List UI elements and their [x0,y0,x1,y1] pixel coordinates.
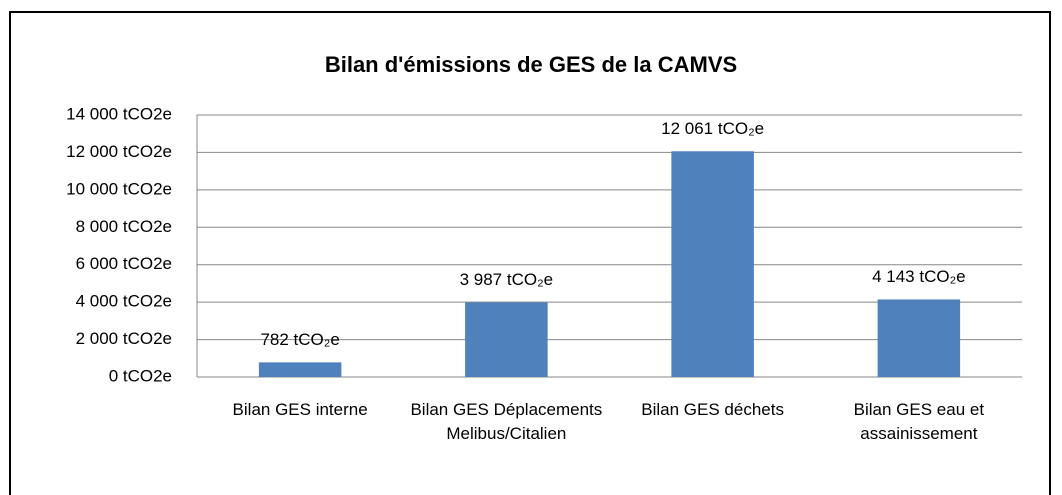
frame [9,11,1051,495]
bar [465,302,548,377]
bar [877,299,961,377]
chart-title: Bilan d'émissions de GES de la CAMVS [325,52,737,77]
bar [671,151,754,377]
data-label: 4 143 tCO₂e [872,267,966,286]
data-label: 12 061 tCO₂e [661,119,764,138]
data-label: 3 987 tCO₂e [460,270,554,289]
bar [258,362,342,377]
y-tick-label: 14 000 tCO2e [66,104,172,123]
y-tick-label: 12 000 tCO2e [66,142,172,161]
y-tick-label: 4 000 tCO2e [76,292,172,311]
y-tick-label: 10 000 tCO2e [66,179,172,198]
y-tick-label: 2 000 tCO2e [76,329,172,348]
x-tick-label: Bilan GES eau et assainissement [853,400,985,443]
y-tick-label: 6 000 tCO2e [76,254,172,273]
y-tick-label: 0 tCO2e [109,366,172,385]
x-tick-label: Bilan GES déchets [641,400,784,419]
y-tick-label: 8 000 tCO2e [76,217,172,236]
x-tick-label: Bilan GES interne [232,400,368,419]
data-label: 782 tCO₂e [260,330,339,349]
x-tick-label: Bilan GES Déplacements Melibus/Citalien [410,400,603,443]
